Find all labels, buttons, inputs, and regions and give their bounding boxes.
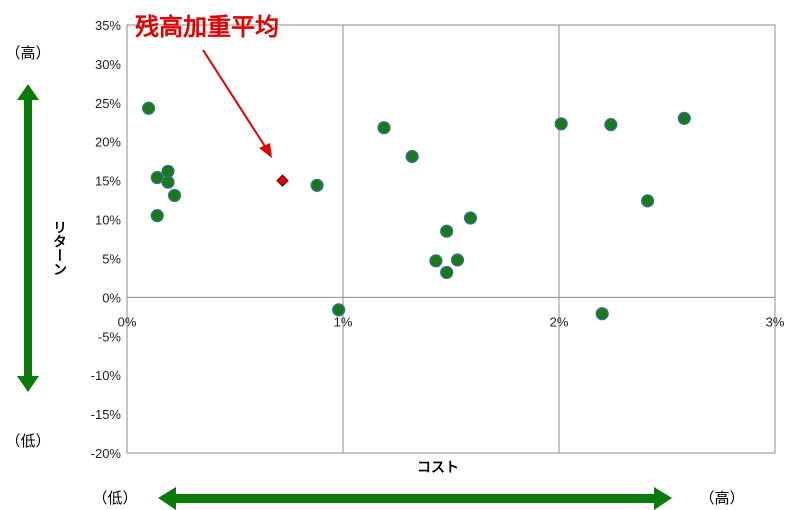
y-tick-label: 5% [102,251,121,266]
y-tick-label: -20% [91,446,122,461]
y-tick-label: -10% [91,368,122,383]
y-tick-label: 15% [95,174,121,189]
data-point [604,118,618,132]
y-tick-label: 0% [102,290,121,305]
data-point [161,175,175,189]
data-point [377,121,391,135]
y-tick-label: 25% [95,96,121,111]
plot-area-border [126,24,776,454]
data-point [429,254,443,268]
y-tick-labels: 35% 30% 25% 20% 15% 10% 5% 0% -5% -10% -15% -20% [91,18,122,461]
data-point [161,164,175,178]
x-tick-label: 0% [118,314,137,329]
data-point [440,265,454,280]
data-points [142,101,691,321]
low-label-bottom: （低） [92,490,137,507]
y-tick-label: -15% [91,407,122,422]
high-label-top: （高） [5,45,50,62]
data-point [150,170,164,185]
x-tick-label: 3% [766,314,785,329]
data-point [595,307,609,321]
data-point [640,194,655,208]
horizontal-double-arrow [158,487,672,510]
annotation-label: 残高加重平均 [135,13,279,41]
x-tick-label: 2% [550,314,569,329]
x-axis-title: コスト [417,459,459,475]
chart-grid [126,24,776,454]
low-label-left: （低） [5,433,50,450]
weighted-average-marker [276,174,289,187]
data-point [450,253,465,267]
x-tick-labels: 0% 1% 2% 3% [118,314,785,329]
data-point [440,224,454,238]
data-point [167,188,182,203]
data-point [332,303,346,317]
data-point [677,111,691,125]
data-point [310,178,324,192]
data-point [405,149,419,164]
data-point [150,209,164,223]
vertical-double-arrow [17,84,39,392]
y-tick-label: 35% [95,18,121,33]
high-label-right: （高） [699,490,744,507]
x-tick-label: 1% [334,314,353,329]
y-tick-label: 20% [95,135,121,150]
y-tick-label: 10% [95,213,121,228]
y-tick-label: 30% [95,57,121,72]
annotation-arrow [202,49,272,158]
data-point [142,101,156,115]
data-point [554,117,568,131]
data-point [463,211,478,225]
y-axis-title: リターン [52,220,68,276]
y-tick-label: -5% [98,329,122,344]
